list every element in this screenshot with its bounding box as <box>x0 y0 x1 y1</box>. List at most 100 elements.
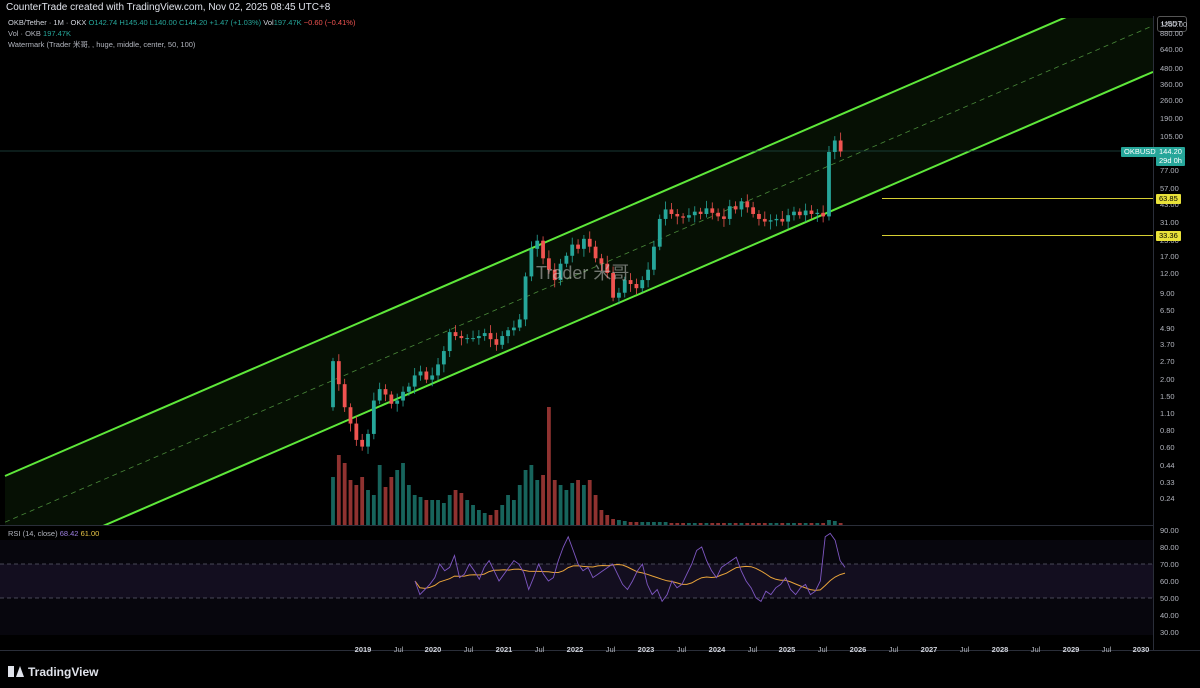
price-axis-label: 9.00 <box>1160 289 1175 298</box>
price-axis-label: 880.00 <box>1160 29 1183 38</box>
candle-body <box>494 339 499 345</box>
low-value: L140.00 <box>149 18 177 27</box>
volume-bar <box>552 480 557 525</box>
volume-bar <box>593 495 598 525</box>
price-axis-label: 31.00 <box>1160 218 1179 227</box>
rsi-axis-label: 90.00 <box>1160 526 1179 535</box>
candle-body <box>366 433 370 447</box>
volume-bar <box>465 500 470 525</box>
symbol-label[interactable]: OKB/Tether · 1M · OKX <box>8 18 87 27</box>
channel-lower-line <box>102 70 1153 525</box>
rsi-value: 68.42 <box>59 529 79 538</box>
rsi-axis-label: 80.00 <box>1160 543 1179 552</box>
time-axis-label: Jul <box>677 645 687 654</box>
volume-bar <box>792 523 796 525</box>
currency-button[interactable]: USDT <box>1157 16 1187 32</box>
candle-body <box>692 211 697 216</box>
time-axis-label: Jul <box>960 645 970 654</box>
candle-body <box>447 332 452 352</box>
candle-body <box>786 215 791 222</box>
channel-upper-line <box>4 18 1067 477</box>
price-axis-label: 0.44 <box>1160 461 1175 470</box>
volume-bar <box>628 522 633 525</box>
candle-body <box>371 400 376 434</box>
candle-body <box>663 209 668 219</box>
ohlc-legend-row[interactable]: OKB/Tether · 1M · OKX O142.74 H145.40 L1… <box>8 17 355 28</box>
price-axis-label: 3.70 <box>1160 340 1175 349</box>
volume-bar <box>558 485 563 525</box>
candle-body <box>465 338 470 340</box>
price-axis-label: 105.00 <box>1160 132 1183 141</box>
time-axis-label: Jul <box>889 645 899 654</box>
rsi-axis-label: 40.00 <box>1160 611 1179 620</box>
volume-bar <box>336 455 341 525</box>
volume-bar <box>762 523 767 525</box>
price-axis-label: 190.00 <box>1160 114 1183 123</box>
candle-body <box>797 211 802 216</box>
volume-bar <box>652 522 656 525</box>
candle-body <box>599 258 604 264</box>
chart-header-title: CounterTrade created with TradingView.co… <box>0 0 1200 16</box>
candle-body <box>424 371 429 380</box>
volume-bar <box>511 500 516 525</box>
volume-bar <box>692 523 697 525</box>
rsi-legend[interactable]: RSI (14, close) 68.42 61.00 <box>8 529 99 538</box>
candle-body <box>383 389 388 395</box>
volume-bar <box>354 485 359 525</box>
volume-bar <box>418 497 423 525</box>
candle-body <box>517 319 522 328</box>
time-axis-label: 2027 <box>921 645 938 654</box>
candle-body <box>780 218 785 222</box>
volume-bar <box>523 470 528 525</box>
volume-bar <box>436 500 440 525</box>
price-axis-label: 0.80 <box>1160 426 1175 435</box>
tradingview-logo[interactable]: TradingView <box>8 665 98 679</box>
rsi-ma-line <box>414 563 846 591</box>
time-axis-label: 2026 <box>850 645 867 654</box>
candle-body <box>809 210 814 214</box>
candle-body <box>401 391 405 401</box>
time-axis-label: Jul <box>394 645 404 654</box>
volume-bar <box>576 480 580 525</box>
volume-bar <box>360 477 365 525</box>
time-axis-label: 2022 <box>567 645 584 654</box>
candle-body <box>500 336 505 345</box>
level-tag-1: 63.85 <box>1156 194 1181 204</box>
price-axis-label: 17.00 <box>1160 252 1179 261</box>
candle-body <box>389 394 394 404</box>
volume-bar <box>774 523 779 525</box>
candle-body <box>687 215 691 218</box>
volume-bar <box>366 490 370 525</box>
candle-body <box>669 209 674 214</box>
price-axis-label: 640.00 <box>1160 45 1183 54</box>
time-axis-label: Jul <box>748 645 758 654</box>
watermark-legend-row[interactable]: Watermark (Trader 米哥, , huge, middle, ce… <box>8 39 355 50</box>
volume-bar <box>494 510 499 525</box>
volume-bar <box>611 519 615 525</box>
open-value: O142.74 <box>88 18 118 27</box>
candle-body <box>488 333 493 340</box>
candle-body <box>558 263 563 281</box>
rsi-axis-label: 60.00 <box>1160 577 1179 586</box>
channel-fill <box>5 18 1153 525</box>
candle-body <box>727 206 732 219</box>
current-price-tag: 144.20 <box>1156 147 1185 157</box>
volume-bar <box>582 485 586 525</box>
time-axis-label: Jul <box>464 645 474 654</box>
time-axis-label: Jul <box>1031 645 1041 654</box>
candle-body <box>622 280 627 293</box>
volume-bar <box>517 485 522 525</box>
price-axis-label: 2.00 <box>1160 375 1175 384</box>
volume-bar <box>482 513 487 525</box>
candle-body <box>576 244 580 249</box>
volume-legend-row[interactable]: Vol · OKB 197.47K <box>8 28 355 39</box>
volume-bar <box>687 523 691 525</box>
price-axis-label: 4.90 <box>1160 324 1175 333</box>
candle-body <box>710 208 715 213</box>
candle-body <box>652 246 656 270</box>
rsi-axis-label: 30.00 <box>1160 628 1179 637</box>
price-axis-label: 1.10 <box>1160 409 1175 418</box>
candle-body <box>570 244 575 256</box>
chart-watermark: Trader 米哥 <box>536 263 630 283</box>
